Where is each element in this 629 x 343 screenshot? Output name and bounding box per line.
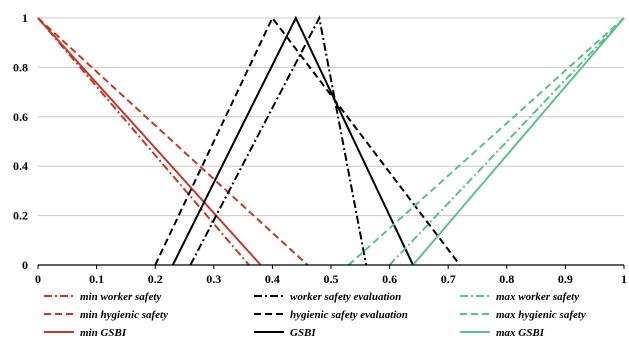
series-line-6	[388, 17, 625, 266]
y-tick-label-2: 0.4	[13, 159, 28, 173]
series-line-4	[154, 16, 461, 266]
x-tick-label-5: 0.5	[324, 272, 339, 286]
x-tick-label-4: 0.4	[265, 272, 280, 286]
series-line-8	[412, 17, 625, 266]
series-line-1	[37, 17, 309, 266]
y-tick-label-0: 0	[22, 258, 28, 272]
legend: min worker safety worker safety evaluatio…	[44, 291, 586, 339]
gridlines	[38, 17, 624, 266]
series-line-3	[189, 14, 368, 266]
series-lines	[37, 14, 625, 266]
series-line-7	[347, 17, 625, 266]
tick-labels: 0 0.2 0.4 0.6 0.8 1 0 0.1 0.2 0.3 0.4 0.5 0.6 0.7 0.8 0…	[13, 11, 627, 286]
legend-label-4: hygienic safety evaluation	[290, 309, 408, 321]
x-tick-label-6: 0.6	[382, 272, 397, 286]
x-tick-label-7: 0.7	[441, 272, 456, 286]
y-tick-label-4: 0.8	[13, 60, 28, 74]
x-tick-label-0: 0	[35, 272, 41, 286]
x-tick-label-8: 0.8	[499, 272, 514, 286]
x-tick-label-10: 1	[621, 272, 627, 286]
legend-label-1: min hygienic safety	[80, 309, 168, 321]
y-tick-label-5: 1	[22, 11, 28, 25]
legend-label-0: min worker safety	[80, 291, 161, 303]
series-line-0	[37, 17, 250, 266]
legend-label-2: min GSBI	[80, 327, 127, 339]
legend-label-3: worker safety evaluation	[290, 291, 401, 303]
x-tick-label-9: 0.9	[558, 272, 573, 286]
y-tick-label-3: 0.6	[13, 110, 28, 124]
x-tick-label-1: 0.1	[89, 272, 104, 286]
axes	[37, 264, 625, 269]
x-tick-label-3: 0.3	[206, 272, 221, 286]
y-tick-label-1: 0.2	[13, 209, 28, 223]
x-tick-label-2: 0.2	[148, 272, 163, 286]
series-line-2	[37, 17, 262, 266]
legend-label-7: max hygienic safety	[496, 309, 586, 321]
legend-label-5: GSBI	[290, 327, 316, 339]
legend-label-6: max worker safety	[496, 291, 579, 303]
legend-label-8: max GSBI	[496, 327, 545, 339]
series-line-5	[171, 15, 414, 266]
